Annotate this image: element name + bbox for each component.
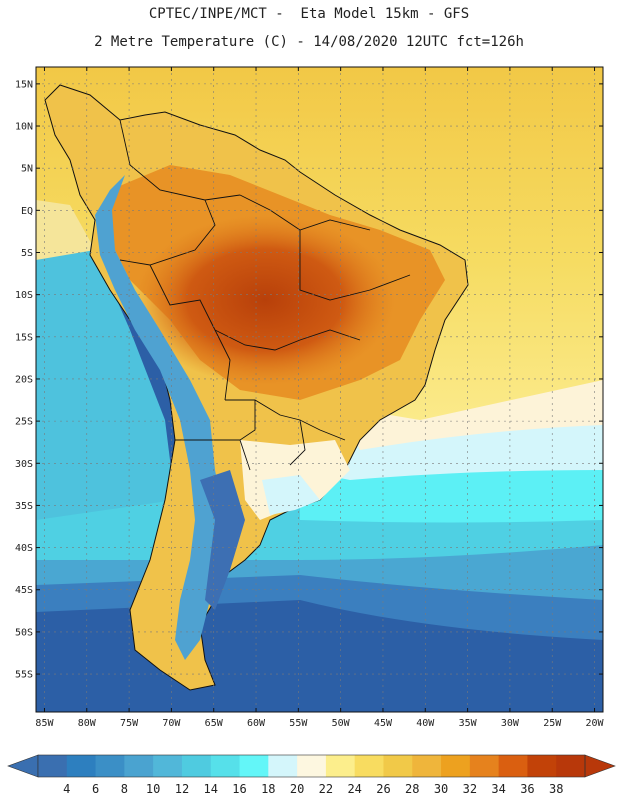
lon-tick-label: 60W xyxy=(247,718,266,729)
lat-tick-label: 30S xyxy=(15,459,33,470)
colorbar-segment xyxy=(124,755,154,777)
colorbar-label: 34 xyxy=(491,782,505,796)
lon-tick-label: 75W xyxy=(120,718,139,729)
lon-tick-label: 40W xyxy=(416,718,435,729)
lat-tick-label: 55S xyxy=(15,670,33,681)
colorbar-segment xyxy=(95,755,125,777)
colorbar-label: 4 xyxy=(63,782,70,796)
colorbar-low-arrow xyxy=(7,754,39,778)
lat-tick-label: 50S xyxy=(15,627,33,638)
lon-tick-label: 80W xyxy=(78,718,97,729)
lat-tick-label: 10N xyxy=(15,122,33,133)
colorbar-label: 38 xyxy=(549,782,563,796)
colorbar-segment xyxy=(527,755,557,777)
colorbar-segment xyxy=(268,755,298,777)
colorbar-label: 6 xyxy=(92,782,99,796)
colorbar-label: 28 xyxy=(405,782,419,796)
colorbar-outline xyxy=(37,754,586,778)
lon-tick-label: 45W xyxy=(374,718,393,729)
lon-tick-label: 65W xyxy=(205,718,224,729)
lat-tick-label: 15N xyxy=(15,79,33,90)
lat-tick-label: 20S xyxy=(15,374,33,385)
temperature-colorbar: 4 6 8 10 12 14 16 18 20 22 24 26 28 30 32 34 36 38 xyxy=(7,754,616,796)
colorbar-label: 12 xyxy=(175,782,189,796)
colorbar-label: 36 xyxy=(520,782,534,796)
lat-tick-label: 10S xyxy=(15,290,33,301)
colorbar-label: 26 xyxy=(376,782,390,796)
lon-tick-label: 50W xyxy=(332,718,351,729)
colorbar-segment xyxy=(383,755,413,777)
colorbar-label: 16 xyxy=(232,782,246,796)
colorbar-segment xyxy=(181,755,212,777)
longitude-axis: 85W 80W 75W 70W 65W 60W 55W 50W 45W 40W 35W 30W 25W 2… xyxy=(35,67,605,729)
colorbar-segment xyxy=(354,755,384,777)
map-title-line-1: CPTEC/INPE/MCT - Eta Model 15km - GFS xyxy=(148,6,470,22)
country-borders xyxy=(119,119,411,471)
colorbar-segment xyxy=(412,755,442,777)
lat-tick-label: 25S xyxy=(15,417,33,428)
colorbar-label: 8 xyxy=(121,782,128,796)
colorbar-segment xyxy=(556,755,586,777)
lon-tick-label: 20W xyxy=(586,718,605,729)
andes-cold-strip xyxy=(95,175,225,660)
colorbar-label: 20 xyxy=(290,782,304,796)
colorbar-segment xyxy=(66,755,97,777)
colorbar-segment xyxy=(239,755,269,777)
colorbar-segment xyxy=(325,755,356,777)
lat-tick-label: 45S xyxy=(15,585,33,596)
lat-tick-label: 40S xyxy=(15,543,33,554)
hot-core-zone xyxy=(135,215,395,385)
graticule xyxy=(36,67,603,712)
lon-tick-label: 30W xyxy=(501,718,520,729)
colorbar-label: 24 xyxy=(347,782,361,796)
lat-tick-label: 35S xyxy=(15,501,33,512)
lat-tick-label: 5S xyxy=(21,248,33,259)
lon-tick-label: 25W xyxy=(543,718,562,729)
colorbar-label: 22 xyxy=(319,782,333,796)
map-frame xyxy=(35,66,604,713)
pacific-equatorial-water xyxy=(36,200,95,260)
river-plate-cool-zone xyxy=(262,475,320,515)
lon-tick-label: 70W xyxy=(162,718,181,729)
colorbar-segment xyxy=(469,755,500,777)
pacific-cool-water xyxy=(36,220,175,520)
lat-tick-label: 5N xyxy=(21,164,33,175)
colorbar-segment xyxy=(210,755,241,777)
colorbar-high-arrow xyxy=(584,754,616,778)
lat-tick-label: EQ xyxy=(21,206,33,217)
colorbar-segment xyxy=(498,755,528,777)
colorbar-label: 14 xyxy=(204,782,218,796)
colorbar-segment xyxy=(297,755,327,777)
lon-tick-label: 35W xyxy=(459,718,478,729)
colorbar-segment xyxy=(38,755,68,777)
colorbar-segment xyxy=(441,755,471,777)
map-title-line-2: 2 Metre Temperature (C) - 14/08/2020 12U… xyxy=(94,34,524,50)
colorbar-label: 10 xyxy=(146,782,160,796)
colorbar-segment xyxy=(153,755,183,777)
latitude-axis: 15N 10N 5N EQ 5S 10S 15S 20S 25S 30S 35S 40S 45S 50S 5… xyxy=(15,79,603,681)
lon-tick-label: 85W xyxy=(35,718,54,729)
map-area xyxy=(36,67,603,712)
patagonia-cold-zone xyxy=(200,470,245,610)
colorbar-label: 18 xyxy=(261,782,275,796)
colorbar-label: 30 xyxy=(434,782,448,796)
colorbar-label: 32 xyxy=(463,782,477,796)
lat-tick-label: 15S xyxy=(15,332,33,343)
lon-tick-label: 55W xyxy=(289,718,308,729)
